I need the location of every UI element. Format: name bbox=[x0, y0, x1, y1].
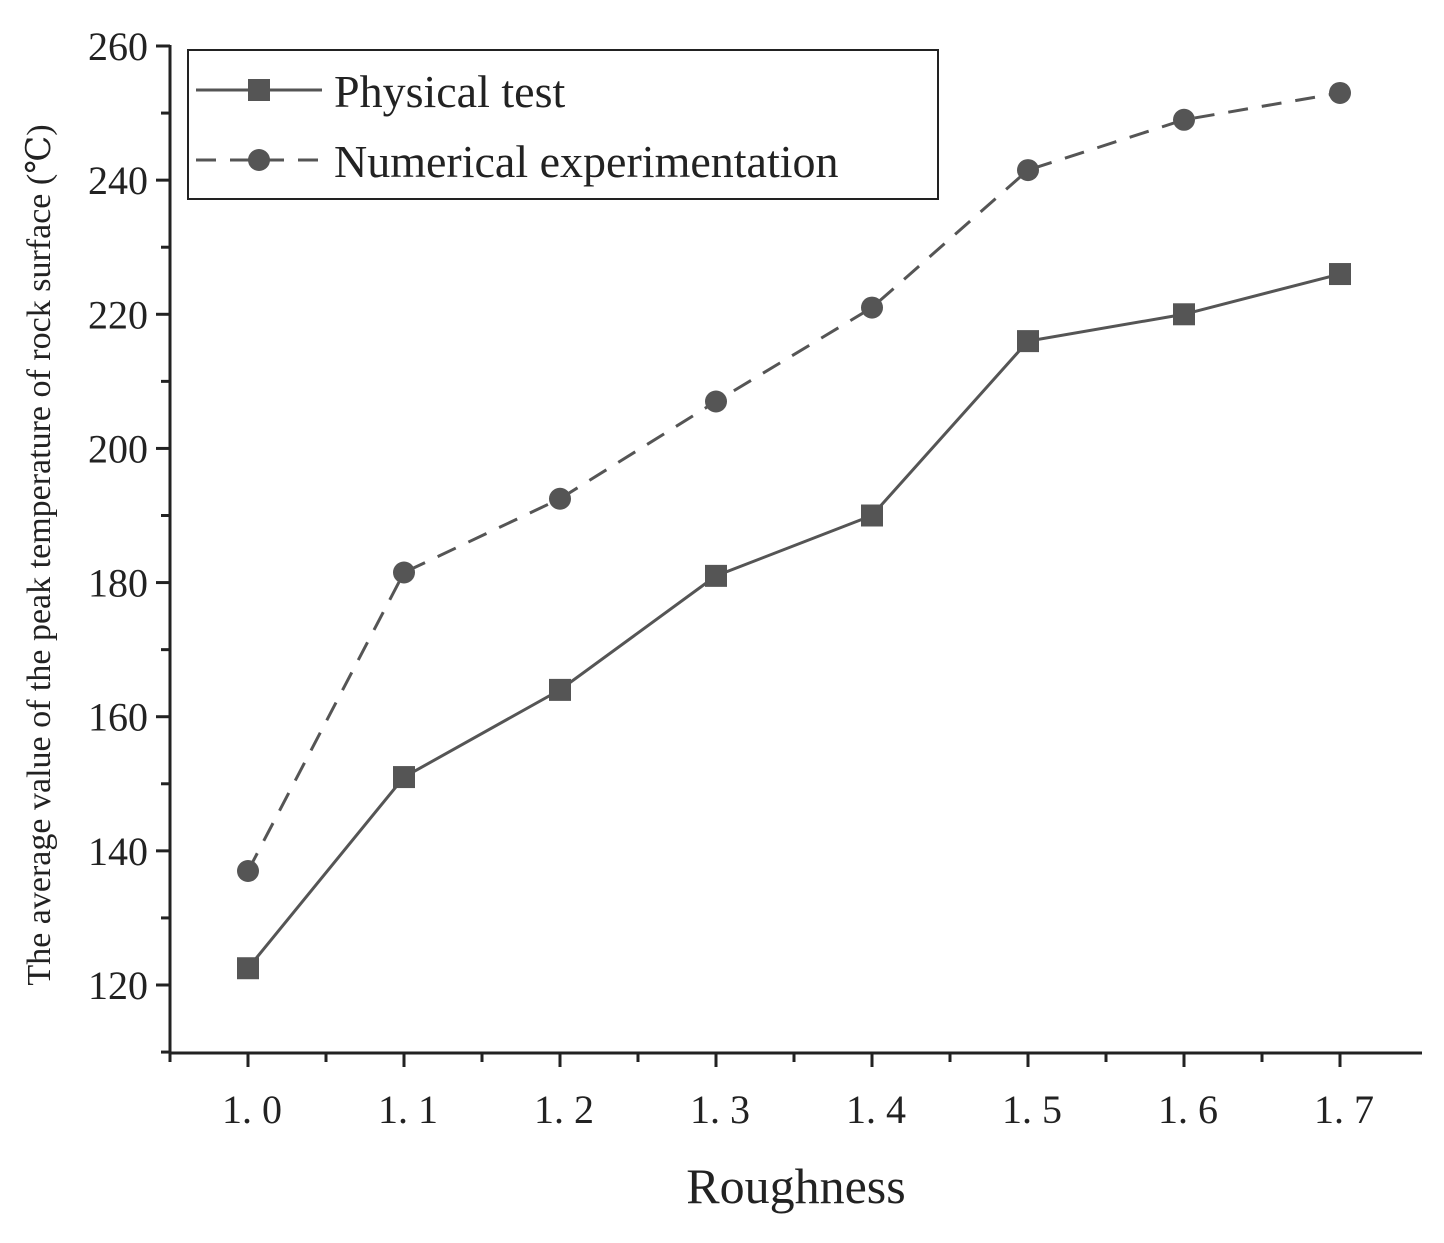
y-tick-label-120: 120 bbox=[88, 963, 148, 1008]
y-tick-label-160: 160 bbox=[88, 695, 148, 740]
series-0 bbox=[237, 263, 1351, 980]
data-point-0-1 bbox=[393, 766, 415, 789]
legend-marker-0 bbox=[248, 79, 270, 101]
x-tick-label-3: 1. 3 bbox=[690, 1087, 750, 1132]
data-point-1-0 bbox=[237, 859, 259, 882]
data-point-0-2 bbox=[549, 678, 571, 701]
data-point-1-2 bbox=[549, 487, 571, 510]
data-point-0-7 bbox=[1329, 263, 1351, 286]
data-point-0-5 bbox=[1017, 330, 1039, 353]
y-tick-label-180: 180 bbox=[88, 561, 148, 606]
y-tick-label-260: 260 bbox=[88, 24, 148, 69]
data-point-1-1 bbox=[393, 561, 415, 584]
x-tick-label-7: 1. 7 bbox=[1314, 1087, 1374, 1132]
series-1 bbox=[237, 81, 1351, 882]
y-axis-title: The average value of the peak temperatur… bbox=[21, 124, 58, 985]
data-point-0-4 bbox=[861, 504, 883, 527]
series-line-0 bbox=[246, 272, 1341, 970]
data-point-1-7 bbox=[1329, 81, 1351, 104]
series-line-1 bbox=[246, 91, 1341, 872]
data-point-1-5 bbox=[1017, 159, 1039, 182]
x-tick-label-2: 1. 2 bbox=[534, 1087, 594, 1132]
y-tick-label-220: 220 bbox=[88, 292, 148, 337]
y-tick-label-140: 140 bbox=[88, 829, 148, 874]
legend: Physical test Numerical experimentation bbox=[187, 49, 939, 200]
legend-box bbox=[187, 49, 939, 200]
y-tick-label-240: 240 bbox=[88, 158, 148, 203]
x-axis-title: Roughness bbox=[686, 1158, 905, 1214]
legend-label-numerical-experimentation: Numerical experimentation bbox=[334, 136, 839, 187]
data-point-0-0 bbox=[237, 957, 259, 980]
x-tick-label-1: 1. 1 bbox=[378, 1087, 438, 1132]
y-tick-label-200: 200 bbox=[88, 426, 148, 471]
axes: 120 140 160 180 200 220 240 260 1. 0 1. 1 1. 2 1. 3… bbox=[88, 24, 1422, 1132]
x-tick-label-0: 1. 0 bbox=[222, 1087, 282, 1132]
data-point-1-4 bbox=[861, 296, 883, 319]
data-point-1-3 bbox=[705, 390, 727, 413]
x-tick-label-5: 1. 5 bbox=[1002, 1087, 1062, 1132]
legend-label-physical-test: Physical test bbox=[334, 66, 565, 117]
x-tick-label-6: 1. 6 bbox=[1158, 1087, 1218, 1132]
data-point-1-6 bbox=[1173, 108, 1195, 131]
legend-marker-1 bbox=[248, 149, 270, 171]
series-layer bbox=[237, 81, 1351, 980]
data-point-0-3 bbox=[705, 564, 727, 587]
x-tick-label-4: 1. 4 bbox=[846, 1087, 906, 1132]
data-point-0-6 bbox=[1173, 303, 1195, 326]
